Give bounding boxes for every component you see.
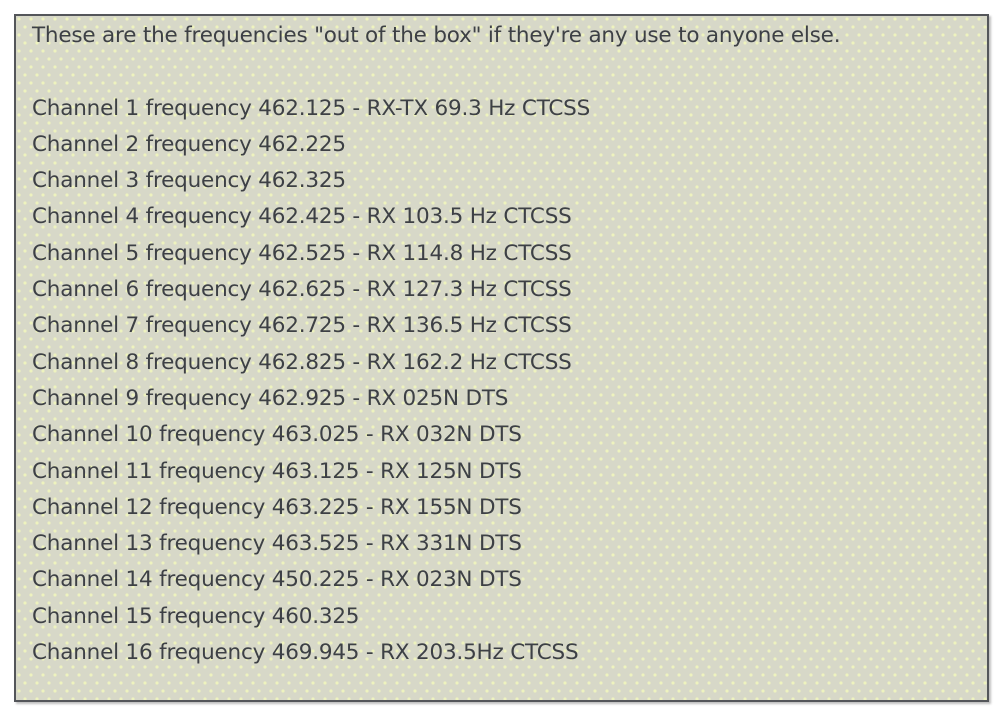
- channel-line: Channel 12 frequency 463.225 - RX 155N D…: [32, 494, 522, 520]
- channel-line: Channel 5 frequency 462.525 - RX 114.8 H…: [32, 240, 572, 266]
- channel-line: Channel 9 frequency 462.925 - RX 025N DT…: [32, 385, 509, 411]
- channel-list: Channel 1 frequency 462.125 - RX-TX 69.3…: [32, 91, 971, 672]
- frequency-list-panel: These are the frequencies "out of the bo…: [14, 14, 989, 702]
- channel-line: Channel 6 frequency 462.625 - RX 127.3 H…: [32, 277, 572, 303]
- channel-line: Channel 4 frequency 462.425 - RX 103.5 H…: [32, 204, 572, 230]
- channel-line: Channel 8 frequency 462.825 - RX 162.2 H…: [32, 349, 572, 375]
- channel-line: Channel 11 frequency 463.125 - RX 125N D…: [32, 458, 522, 484]
- intro-text: These are the frequencies "out of the bo…: [32, 23, 841, 48]
- channel-line: Channel 13 frequency 463.525 - RX 331N D…: [32, 531, 522, 557]
- channel-line: Channel 2 frequency 462.225: [32, 131, 346, 157]
- channel-line: Channel 16 frequency 469.945 - RX 203.5H…: [32, 640, 579, 666]
- channel-line: Channel 7 frequency 462.725 - RX 136.5 H…: [32, 313, 572, 339]
- channel-line: Channel 1 frequency 462.125 - RX-TX 69.3…: [32, 95, 591, 121]
- channel-line: Channel 14 frequency 450.225 - RX 023N D…: [32, 567, 522, 593]
- channel-line: Channel 3 frequency 462.325: [32, 168, 346, 194]
- channel-line: Channel 15 frequency 460.325: [32, 603, 360, 629]
- blank-line: [32, 54, 971, 90]
- channel-line: Channel 10 frequency 463.025 - RX 032N D…: [32, 422, 522, 448]
